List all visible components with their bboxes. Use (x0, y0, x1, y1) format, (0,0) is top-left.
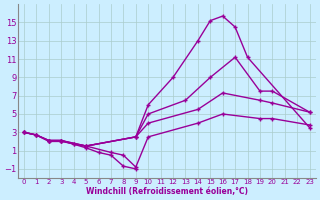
X-axis label: Windchill (Refroidissement éolien,°C): Windchill (Refroidissement éolien,°C) (86, 187, 248, 196)
